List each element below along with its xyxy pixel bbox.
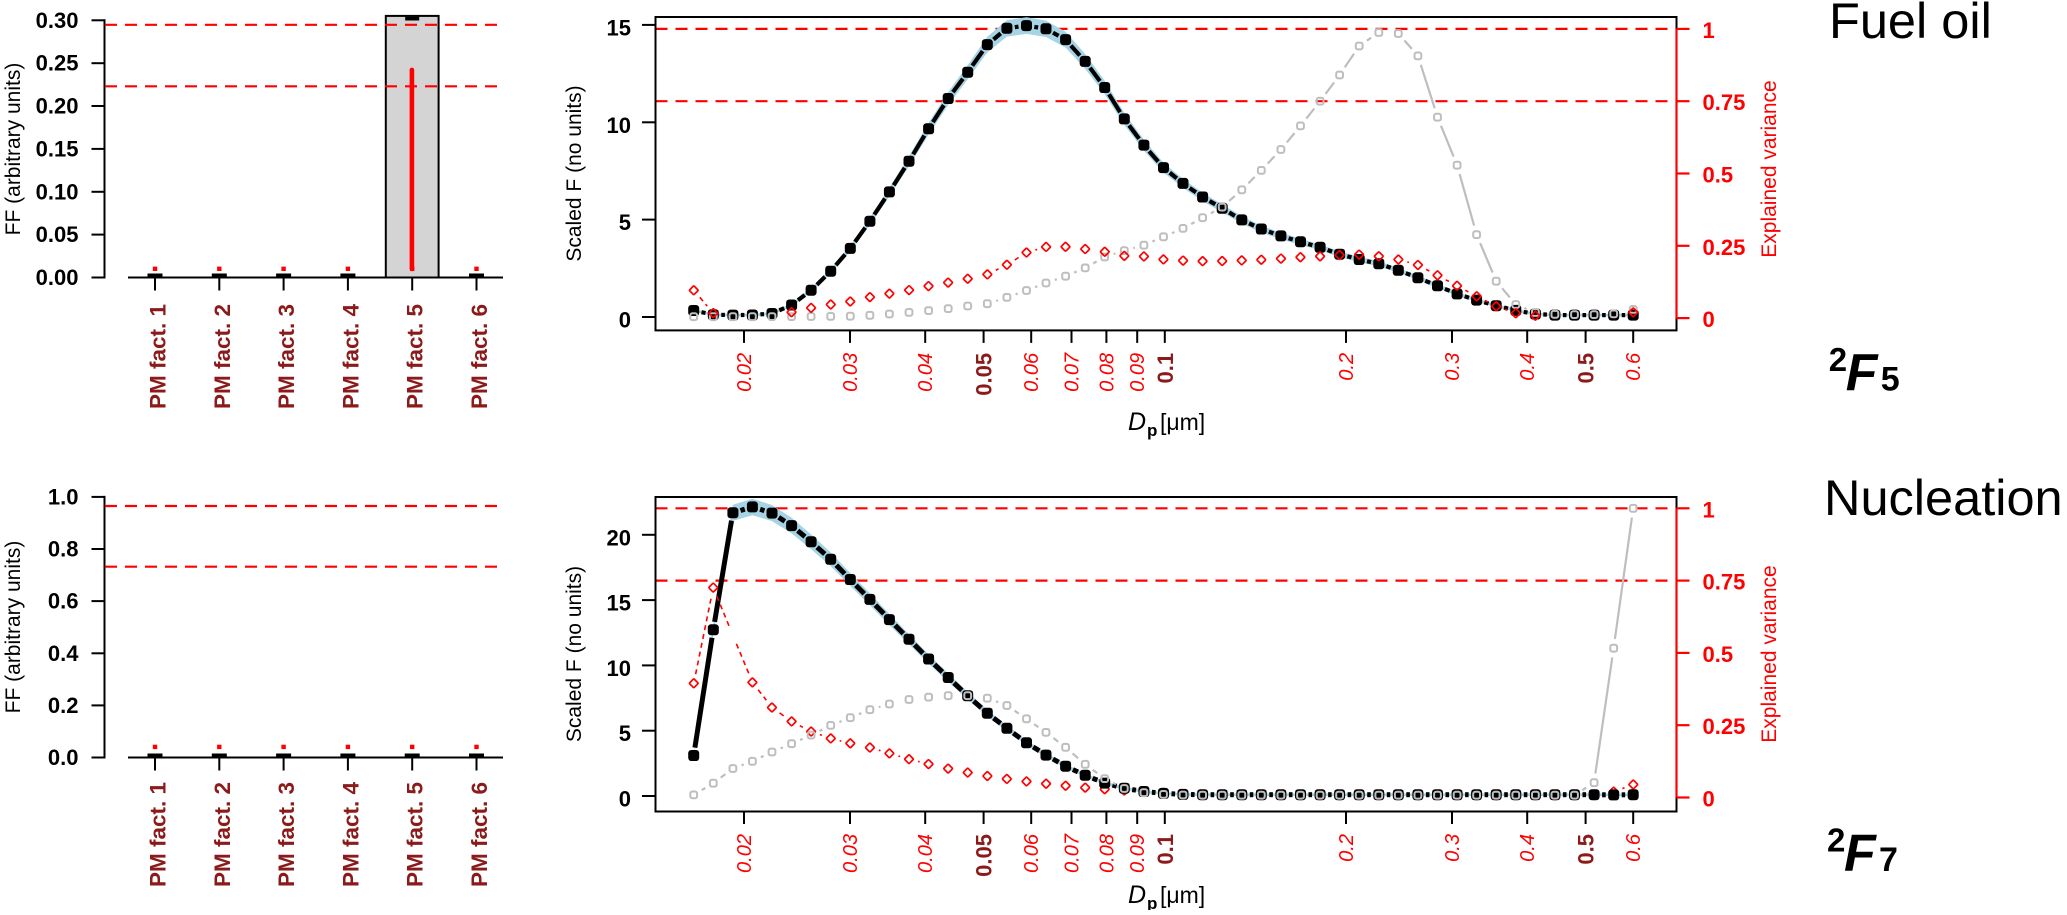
svg-text:0.04: 0.04 [915, 834, 937, 873]
svg-text:15: 15 [607, 15, 631, 40]
svg-text:10: 10 [607, 656, 631, 681]
svg-text:D: D [1128, 408, 1146, 436]
svg-text:PM fact. 1: PM fact. 1 [146, 304, 171, 409]
svg-text:FF (arbitrary units): FF (arbitrary units) [2, 63, 25, 236]
svg-text:Scaled F (no units): Scaled F (no units) [563, 85, 586, 261]
svg-text:Fuel oil: Fuel oil [1829, 0, 1992, 49]
svg-text:0.00: 0.00 [36, 265, 79, 290]
svg-text:PM fact. 6: PM fact. 6 [467, 304, 492, 409]
svg-text:PM fact. 1: PM fact. 1 [146, 782, 171, 887]
svg-text:0.2: 0.2 [1336, 353, 1358, 381]
svg-text:5: 5 [619, 721, 631, 746]
svg-text:0.25: 0.25 [1703, 235, 1746, 260]
svg-text:0.0: 0.0 [48, 745, 79, 770]
svg-text:0.08: 0.08 [1096, 834, 1118, 873]
svg-text:0.6: 0.6 [48, 589, 79, 614]
svg-text:0.5: 0.5 [1574, 834, 1599, 865]
svg-text:7: 7 [1879, 841, 1898, 879]
svg-text:PM fact. 2: PM fact. 2 [210, 782, 235, 887]
svg-text:0.5: 0.5 [1703, 163, 1734, 188]
svg-text:Explained variance: Explained variance [1758, 80, 1781, 257]
svg-text:0.15: 0.15 [36, 136, 79, 161]
svg-text:0.1: 0.1 [1153, 353, 1178, 384]
svg-text:0.5: 0.5 [1574, 353, 1599, 384]
svg-text:0.05: 0.05 [972, 834, 997, 877]
svg-text:F: F [1844, 825, 1877, 883]
svg-text:0.02: 0.02 [734, 353, 756, 392]
svg-text:5: 5 [1881, 361, 1900, 399]
svg-text:5: 5 [619, 210, 631, 235]
svg-text:0.06: 0.06 [1021, 352, 1043, 392]
svg-text:0.07: 0.07 [1062, 352, 1084, 392]
svg-text:0.5: 0.5 [1703, 642, 1734, 667]
svg-text:2: 2 [1829, 341, 1847, 378]
svg-text:0.10: 0.10 [36, 179, 79, 204]
svg-text:0.4: 0.4 [1517, 834, 1539, 862]
svg-text:0: 0 [619, 308, 631, 333]
svg-text:0: 0 [1703, 787, 1715, 812]
svg-text:D: D [1128, 881, 1146, 909]
svg-text:0.6: 0.6 [1623, 352, 1645, 381]
svg-text:0.25: 0.25 [36, 51, 79, 76]
svg-text:Explained variance: Explained variance [1758, 565, 1781, 742]
svg-text:0.04: 0.04 [915, 353, 937, 392]
svg-text:0.05: 0.05 [972, 353, 997, 396]
svg-text:PM fact. 5: PM fact. 5 [403, 304, 428, 409]
svg-text:0.3: 0.3 [1442, 834, 1464, 862]
svg-text:1.0: 1.0 [48, 484, 79, 509]
svg-text:0.02: 0.02 [734, 834, 756, 873]
svg-text:10: 10 [607, 113, 631, 138]
svg-text:0.30: 0.30 [36, 8, 79, 33]
svg-text:Nucleation: Nucleation [1824, 469, 2063, 526]
svg-text:0.03: 0.03 [840, 834, 862, 873]
svg-text:1: 1 [1703, 18, 1715, 43]
svg-text:0.05: 0.05 [36, 222, 79, 247]
svg-text:p: p [1147, 894, 1157, 910]
svg-text:[μm]: [μm] [1160, 409, 1205, 435]
svg-text:0.75: 0.75 [1703, 90, 1746, 115]
svg-text:15: 15 [607, 591, 631, 616]
svg-text:PM fact. 3: PM fact. 3 [274, 782, 299, 887]
svg-text:0.20: 0.20 [36, 94, 79, 119]
svg-text:F: F [1846, 344, 1879, 402]
svg-text:PM fact. 6: PM fact. 6 [467, 782, 492, 887]
svg-text:PM fact. 4: PM fact. 4 [338, 304, 363, 410]
svg-text:0.2: 0.2 [48, 693, 79, 718]
svg-text:0.06: 0.06 [1021, 833, 1043, 873]
svg-text:0.75: 0.75 [1703, 570, 1746, 595]
svg-text:0.6: 0.6 [1623, 833, 1645, 862]
svg-text:0.08: 0.08 [1096, 353, 1118, 392]
svg-text:2: 2 [1827, 822, 1845, 859]
svg-text:PM fact. 3: PM fact. 3 [274, 304, 299, 409]
svg-text:0.09: 0.09 [1127, 353, 1149, 392]
svg-text:0.03: 0.03 [840, 353, 862, 392]
svg-text:0.4: 0.4 [1517, 353, 1539, 381]
svg-text:0.1: 0.1 [1153, 834, 1178, 865]
svg-text:20: 20 [607, 525, 631, 550]
svg-text:PM fact. 5: PM fact. 5 [403, 782, 428, 887]
svg-text:[μm]: [μm] [1160, 882, 1205, 908]
svg-text:p: p [1147, 421, 1157, 440]
svg-text:0.4: 0.4 [48, 641, 79, 666]
svg-text:0.07: 0.07 [1062, 833, 1084, 873]
svg-text:PM fact. 2: PM fact. 2 [210, 304, 235, 409]
svg-text:PM fact. 4: PM fact. 4 [338, 782, 363, 888]
svg-text:0: 0 [1703, 307, 1715, 332]
svg-text:1: 1 [1703, 497, 1715, 522]
svg-text:0: 0 [619, 787, 631, 812]
svg-text:0.25: 0.25 [1703, 714, 1746, 739]
svg-text:Scaled F (no units): Scaled F (no units) [563, 566, 586, 742]
svg-text:0.3: 0.3 [1442, 353, 1464, 381]
svg-text:0.2: 0.2 [1336, 834, 1358, 862]
svg-text:0.09: 0.09 [1127, 834, 1149, 873]
svg-text:FF (arbitrary units): FF (arbitrary units) [2, 541, 25, 714]
svg-text:0.8: 0.8 [48, 537, 79, 562]
